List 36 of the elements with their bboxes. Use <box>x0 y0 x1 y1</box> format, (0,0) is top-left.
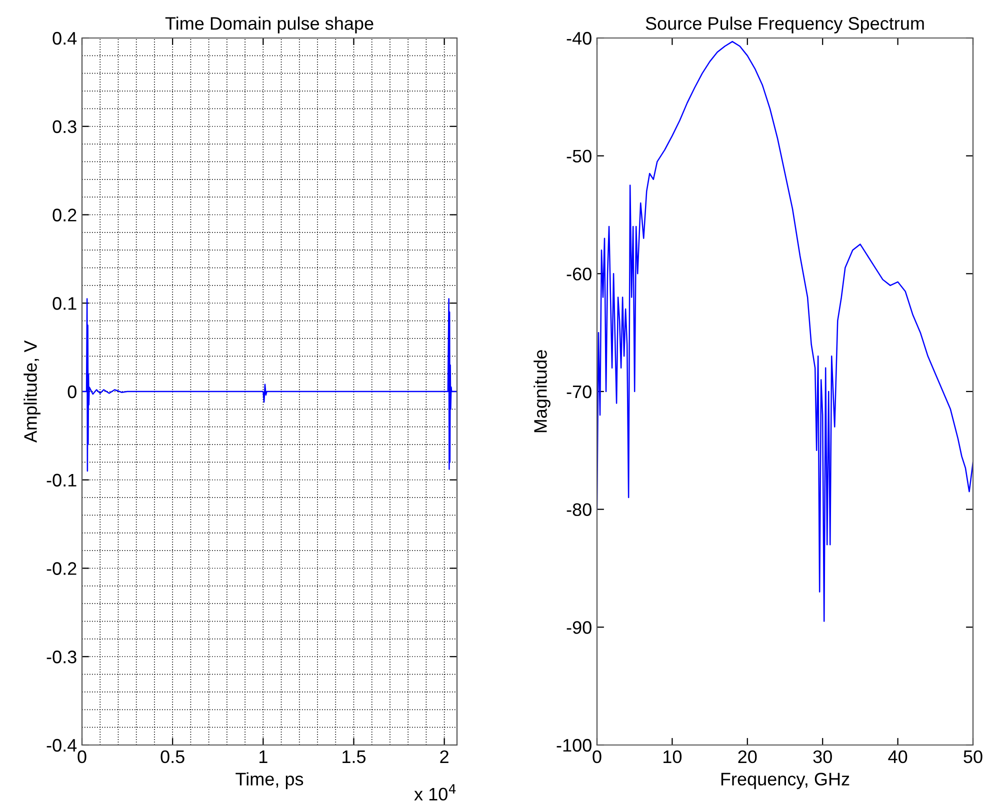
x-axis-title: Time, ps <box>236 772 304 790</box>
y-axis-title: Magnitude <box>534 350 550 432</box>
y-tick-label: -100 <box>556 738 592 752</box>
y-tick-label: -0.3 <box>46 650 76 664</box>
x-tick-label: 1.5 <box>342 750 366 764</box>
line-series <box>82 298 457 472</box>
x-axis-title: Frequency, GHz <box>721 772 850 790</box>
y-tick-label: 0.3 <box>52 120 76 134</box>
x-tick-label: 2 <box>440 750 448 763</box>
x-tick-label: 0 <box>78 750 86 764</box>
line-series <box>597 40 973 622</box>
y-tick-label: -0.1 <box>46 474 76 487</box>
y-tick-label: 0.2 <box>52 208 76 222</box>
y-tick-label: -0.4 <box>46 738 77 752</box>
x-tick-label: 0 <box>592 750 602 764</box>
x-tick-label: 50 <box>964 750 982 764</box>
y-tick-label: 0.1 <box>52 297 76 310</box>
y-tick-label: -50 <box>566 150 592 163</box>
y-tick-label: 0 <box>68 385 76 398</box>
x-tick-label: 1 <box>260 750 268 763</box>
y-tick-label: -70 <box>566 385 592 398</box>
chart-title: Time Domain pulse shape <box>165 16 374 34</box>
y-tick-label: -90 <box>566 621 592 634</box>
x-tick-label: 10 <box>664 750 682 764</box>
x-tick-label: 20 <box>738 750 757 764</box>
y-tick-label: -40 <box>566 32 592 45</box>
y-axis-title: Amplitude, V <box>24 340 40 443</box>
x-tick-label: 0.5 <box>160 750 184 764</box>
y-tick-label: -80 <box>566 503 592 516</box>
text: x 10$^{4}$ <box>414 784 456 801</box>
chart-title: Source Pulse Frequency Spectrum <box>646 16 924 34</box>
x-tick-label: 40 <box>888 750 908 764</box>
y-tick-label: -0.2 <box>46 562 76 575</box>
y-tick-label: -60 <box>566 268 592 280</box>
x-tick-label: 30 <box>813 750 832 764</box>
y-tick-label: 0.4 <box>52 32 77 45</box>
